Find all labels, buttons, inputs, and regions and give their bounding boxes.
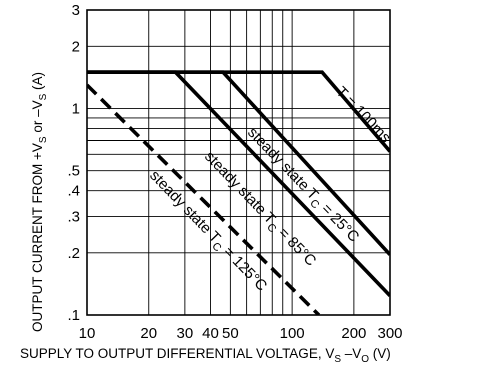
x-tick-label: 200 bbox=[341, 325, 366, 342]
x-tick-label: 10 bbox=[79, 325, 96, 342]
x-tick-label: 30 bbox=[177, 325, 194, 342]
curve-label-0: T = 100ms bbox=[332, 83, 394, 146]
x-tick-label: 40 bbox=[202, 325, 219, 342]
curve-3 bbox=[87, 83, 321, 315]
x-tick-labels: 10 20 30 40 50 100 200 300 bbox=[79, 325, 403, 342]
curves bbox=[87, 70, 390, 315]
y-axis-label: OUTPUT CURRENT FROM +VS or –VS (A) bbox=[30, 72, 49, 332]
x-tick-label: 20 bbox=[140, 325, 157, 342]
y-tick-labels: .1 .2 .3 .4 .5 1 2 3 bbox=[67, 2, 80, 324]
plot-frame bbox=[86, 9, 391, 316]
grid bbox=[87, 10, 390, 315]
x-tick-label: 300 bbox=[377, 325, 402, 342]
y-tick-label: .5 bbox=[67, 163, 80, 180]
y-tick-label: .1 bbox=[67, 307, 80, 324]
y-tick-label: .3 bbox=[67, 208, 80, 225]
x-axis-label: SUPPLY TO OUTPUT DIFFERENTIAL VOLTAGE, V… bbox=[20, 346, 391, 365]
x-tick-label: 50 bbox=[222, 325, 239, 342]
y-tick-label: .2 bbox=[67, 245, 80, 262]
y-tick-label: 3 bbox=[72, 2, 80, 19]
y-tick-label: 2 bbox=[72, 38, 80, 55]
y-tick-label: .4 bbox=[67, 183, 80, 200]
curve-2 bbox=[87, 70, 390, 297]
y-tick-label: 1 bbox=[72, 101, 80, 118]
x-tick-label: 100 bbox=[280, 325, 305, 342]
